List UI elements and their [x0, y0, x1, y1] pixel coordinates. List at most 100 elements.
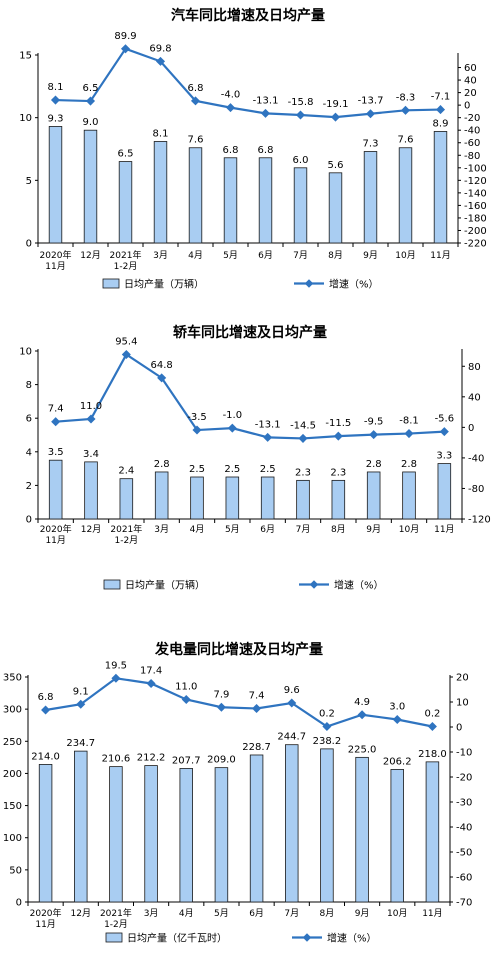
x-tick-label: 11月	[434, 524, 454, 535]
x-tick-label: 1-2月	[114, 535, 138, 546]
line-marker	[85, 96, 96, 106]
left-tick-label: 0	[26, 239, 32, 250]
x-tick-label: 8月	[328, 250, 343, 261]
line-marker	[439, 427, 449, 437]
bar-data-label: 8.1	[153, 128, 169, 139]
bar	[331, 479, 346, 520]
x-tick-label: 8月	[320, 908, 335, 919]
line-marker	[181, 694, 191, 705]
line-data-label: 64.8	[151, 360, 173, 371]
bar	[390, 769, 404, 903]
line-marker	[330, 112, 341, 122]
line-data-label: 6.5	[83, 83, 99, 94]
line-data-label: 0.2	[424, 709, 440, 720]
legend-bar-swatch	[103, 579, 121, 590]
right-tick-label: -120	[464, 176, 487, 187]
x-tick-label: 12月	[71, 908, 91, 919]
line-marker	[400, 105, 411, 115]
right-tick-label: 0	[464, 101, 470, 112]
bar-data-label: 9.0	[83, 117, 99, 128]
x-tick-label: 11月	[35, 919, 55, 930]
line-marker	[146, 678, 156, 689]
right-tick-label: -60	[456, 873, 472, 884]
x-tick-label: 3月	[154, 524, 169, 535]
bar	[433, 131, 448, 244]
left-tick-label: 5	[26, 176, 32, 187]
bar	[48, 459, 63, 520]
bar-data-label: 218.0	[418, 749, 447, 760]
x-tick-label: 2021年	[110, 523, 142, 535]
chart-title: 汽车同比增速及日均产量	[171, 7, 325, 24]
bar	[260, 476, 275, 520]
left-tick-label: 200	[3, 769, 22, 780]
legend-line-marker	[309, 580, 319, 589]
line-data-label: 11.0	[175, 682, 197, 693]
right-tick-label: 0	[468, 423, 474, 434]
x-tick-label: 9月	[355, 908, 370, 919]
bar	[437, 463, 452, 520]
bar	[249, 754, 264, 903]
line-data-label: 6.8	[188, 83, 204, 94]
bar	[285, 744, 299, 903]
x-tick-label: 10月	[395, 250, 415, 261]
bar-data-label: 234.7	[66, 738, 95, 749]
right-tick-label: -30	[456, 798, 472, 809]
bar	[258, 157, 273, 244]
right-tick-label: 40	[468, 392, 481, 403]
left-tick-label: 15	[19, 51, 32, 62]
legend-bar-label: 日均产量（亿千瓦时）	[127, 932, 227, 945]
bar	[38, 764, 53, 903]
bar	[118, 161, 133, 244]
legend-bar-swatch	[102, 278, 120, 289]
bar-data-label: 212.2	[137, 753, 166, 764]
line-data-label: -8.1	[399, 416, 419, 427]
bar	[74, 750, 88, 903]
line-marker	[157, 373, 167, 383]
bar	[84, 461, 98, 520]
chart-title: 轿车同比增速及日均产量	[173, 324, 327, 341]
bar-data-label: 238.2	[313, 736, 342, 747]
line-data-label: -7.1	[431, 92, 451, 103]
bar	[214, 767, 229, 903]
line-marker	[333, 431, 343, 441]
line-data-label: -14.5	[290, 420, 316, 431]
bar-data-label: 3.3	[436, 451, 452, 462]
bar	[179, 768, 193, 903]
bar	[363, 151, 378, 244]
left-tick-label: 0	[26, 515, 32, 526]
line-data-label: 7.4	[48, 404, 64, 415]
x-tick-label: 6月	[249, 908, 264, 919]
legend-line-label: 增速（%）	[327, 932, 377, 945]
bar	[296, 479, 310, 520]
bar-data-label: 2.4	[118, 466, 134, 477]
left-tick-label: 6	[26, 414, 32, 425]
x-tick-label: 2020年	[40, 523, 72, 535]
bar-data-label: 5.6	[328, 160, 344, 171]
left-tick-label: 4	[26, 447, 32, 458]
line-data-label: 3.0	[389, 702, 405, 713]
x-tick-label: 9月	[366, 524, 381, 535]
x-tick-label: 1-2月	[104, 919, 128, 930]
bar	[398, 147, 413, 244]
right-tick-label: -70	[456, 898, 472, 909]
x-tick-label: 12月	[81, 524, 101, 535]
right-tick-label: -40	[464, 126, 480, 137]
bar	[119, 478, 134, 520]
right-tick-label: -10	[456, 748, 472, 759]
line-marker	[51, 417, 61, 427]
line-marker	[225, 103, 236, 113]
bar	[425, 761, 440, 903]
bar-data-label: 6.8	[223, 145, 239, 156]
legend-bar-swatch	[105, 932, 123, 943]
left-tick-label: 10	[19, 347, 32, 358]
bar	[109, 766, 123, 903]
x-tick-label: 8月	[331, 524, 346, 535]
line-data-label: 11.0	[80, 401, 102, 412]
line-data-label: 7.9	[213, 689, 229, 700]
x-tick-label: 5月	[223, 250, 238, 261]
bar-data-label: 7.6	[188, 135, 204, 146]
legend-bar-label: 日均产量（万辆）	[124, 278, 204, 291]
line-data-label: -8.3	[396, 92, 416, 103]
bar-data-label: 2.8	[401, 459, 417, 470]
bar-data-label: 9.3	[48, 113, 64, 124]
